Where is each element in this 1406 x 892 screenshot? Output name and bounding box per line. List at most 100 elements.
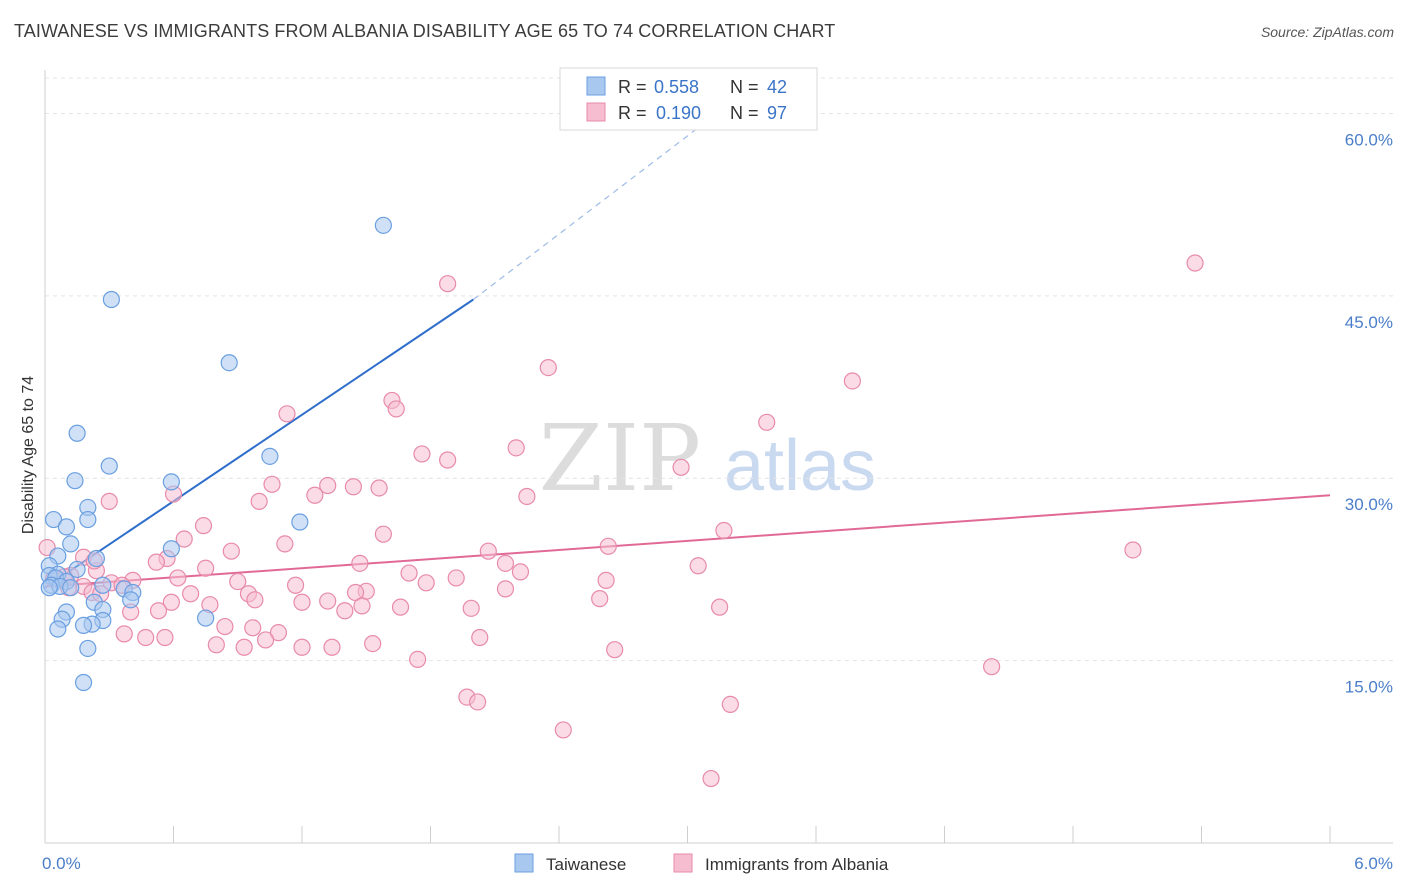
trend-lines: [44, 119, 1331, 589]
point-taiwanese-14: [162, 540, 180, 558]
point-albania-13: [319, 476, 337, 495]
y-tick-label-30: 30.0%: [1345, 495, 1393, 514]
point-albania-36: [689, 557, 707, 575]
legend-n-label-1: N =: [730, 77, 759, 97]
point-albania-2: [539, 358, 557, 377]
point-taiwanese-3: [68, 424, 86, 442]
point-albania-5: [387, 400, 405, 418]
point-taiwanese-6: [162, 473, 180, 491]
point-albania-65: [319, 592, 337, 610]
point-albania-28: [479, 542, 497, 560]
point-taiwanese-11: [291, 513, 309, 531]
point-albania-49: [229, 572, 247, 591]
point-albania-25: [276, 535, 294, 553]
point-albania-80: [156, 628, 174, 647]
point-albania-10: [439, 451, 457, 469]
point-albania-62: [591, 590, 609, 608]
trend-line-0: [44, 298, 474, 589]
point-albania-75: [216, 617, 234, 636]
trend-extension-0: [472, 119, 710, 300]
bottom-legend-label-taiwanese[interactable]: Taiwanese: [546, 855, 626, 874]
legend-n-value-1: 42: [767, 77, 787, 97]
trend-line-1: [44, 494, 1331, 588]
point-albania-45: [447, 569, 465, 587]
point-albania-92: [469, 693, 487, 711]
point-albania-72: [336, 602, 354, 620]
point-taiwanese-16: [87, 549, 106, 568]
point-albania-85: [235, 638, 253, 656]
point-taiwanese-0: [374, 216, 392, 234]
legend-n-label-2: N =: [730, 103, 759, 123]
point-albania-33: [147, 553, 165, 571]
point-taiwanese-38: [74, 616, 93, 634]
point-albania-6: [278, 405, 296, 423]
series-legend: Taiwanese Immigrants from Albania: [514, 853, 889, 874]
legend-r-value-2: 0.190: [656, 103, 701, 123]
y-tick-label-15: 15.0%: [1345, 678, 1393, 697]
point-albania-58: [182, 585, 200, 603]
point-albania-93: [721, 695, 739, 713]
point-taiwanese-40: [79, 639, 97, 658]
point-albania-78: [115, 625, 133, 643]
bottom-legend-swatch-taiwanese[interactable]: [514, 853, 534, 873]
point-albania-69: [391, 598, 410, 616]
point-albania-67: [353, 597, 371, 615]
point-albania-90: [983, 658, 1001, 676]
point-taiwanese-5: [100, 457, 118, 475]
watermark-atlas: atlas: [724, 426, 876, 506]
point-taiwanese-4: [261, 447, 279, 465]
data-points: [38, 216, 1204, 788]
point-albania-66: [293, 593, 311, 611]
point-albania-39: [400, 564, 418, 582]
point-taiwanese-31: [122, 591, 140, 609]
point-albania-3: [843, 372, 862, 390]
point-albania-18: [518, 487, 536, 506]
point-albania-8: [507, 439, 525, 457]
legend-r-label-1: R =: [618, 77, 647, 97]
point-albania-95: [702, 769, 720, 788]
x-tick-label-min: 0.0%: [42, 854, 81, 873]
point-taiwanese-1: [102, 290, 120, 309]
y-axis-label: Disability Age 65 to 74: [20, 376, 37, 534]
point-albania-40: [511, 563, 530, 581]
point-albania-11: [672, 458, 690, 476]
point-albania-63: [246, 591, 264, 609]
point-albania-0: [1186, 254, 1204, 272]
point-albania-17: [306, 486, 324, 504]
point-albania-84: [207, 636, 225, 654]
point-albania-70: [711, 598, 729, 616]
legend-swatch-albania: [586, 102, 606, 122]
point-albania-21: [194, 517, 213, 535]
chart-title: TAIWANESE VS IMMIGRANTS FROM ALBANIA DIS…: [14, 21, 836, 41]
point-taiwanese-26: [62, 579, 80, 597]
point-taiwanese-39: [49, 620, 67, 638]
gridlines: [45, 77, 1393, 662]
point-albania-46: [597, 571, 615, 589]
point-taiwanese-41: [74, 673, 93, 692]
point-taiwanese-7: [66, 472, 84, 490]
point-taiwanese-2: [220, 354, 238, 372]
point-taiwanese-36: [197, 609, 215, 627]
point-albania-30: [1124, 541, 1142, 559]
point-albania-87: [323, 638, 341, 656]
chart-source: Source: ZipAtlas.com: [1260, 24, 1394, 40]
y-tick-label-45: 45.0%: [1345, 313, 1393, 332]
point-albania-86: [293, 638, 311, 656]
point-albania-52: [286, 576, 305, 594]
point-albania-55: [496, 580, 515, 598]
bottom-legend-label-albania[interactable]: Immigrants from Albania: [705, 855, 889, 874]
point-albania-89: [409, 650, 427, 669]
point-albania-44: [169, 569, 187, 587]
point-taiwanese-18: [68, 560, 86, 579]
legend-swatch-taiwanese: [586, 76, 606, 96]
point-albania-83: [364, 634, 382, 653]
point-albania-26: [599, 537, 617, 555]
point-albania-37: [197, 559, 215, 577]
bottom-legend-swatch-albania[interactable]: [673, 853, 693, 873]
point-albania-24: [175, 530, 193, 548]
point-albania-82: [256, 631, 275, 649]
point-albania-34: [496, 554, 515, 572]
point-albania-64: [162, 593, 180, 611]
legend-n-value-2: 97: [767, 103, 787, 123]
